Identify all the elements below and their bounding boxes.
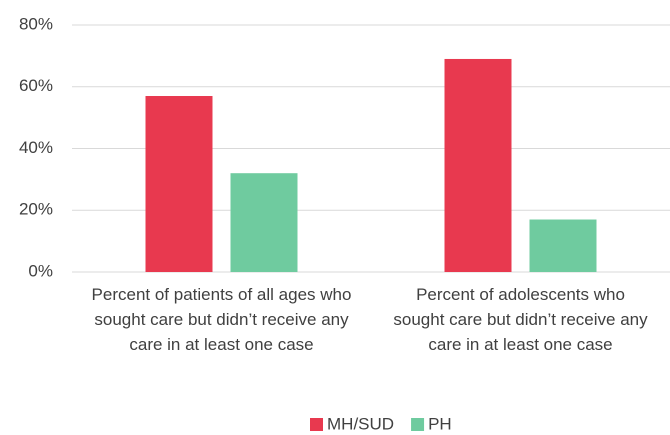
legend-swatch bbox=[411, 418, 425, 431]
legend-label: PH bbox=[428, 414, 452, 433]
bar bbox=[145, 96, 213, 272]
y-tick-label: 40% bbox=[19, 138, 53, 157]
legend-swatch bbox=[310, 418, 323, 431]
x-tick-label: Percent of patients of all ages who soug… bbox=[91, 285, 352, 354]
x-tick-label: Percent of adolescents who sought care b… bbox=[393, 285, 648, 354]
legend-label: MH/SUD bbox=[327, 414, 394, 433]
y-tick-label: 60% bbox=[19, 76, 53, 95]
y-tick-label: 0% bbox=[28, 261, 53, 280]
y-tick-label: 80% bbox=[19, 14, 53, 33]
y-tick-label: 20% bbox=[19, 200, 53, 219]
bar bbox=[444, 58, 512, 273]
bar bbox=[529, 219, 597, 272]
bar bbox=[230, 173, 298, 272]
